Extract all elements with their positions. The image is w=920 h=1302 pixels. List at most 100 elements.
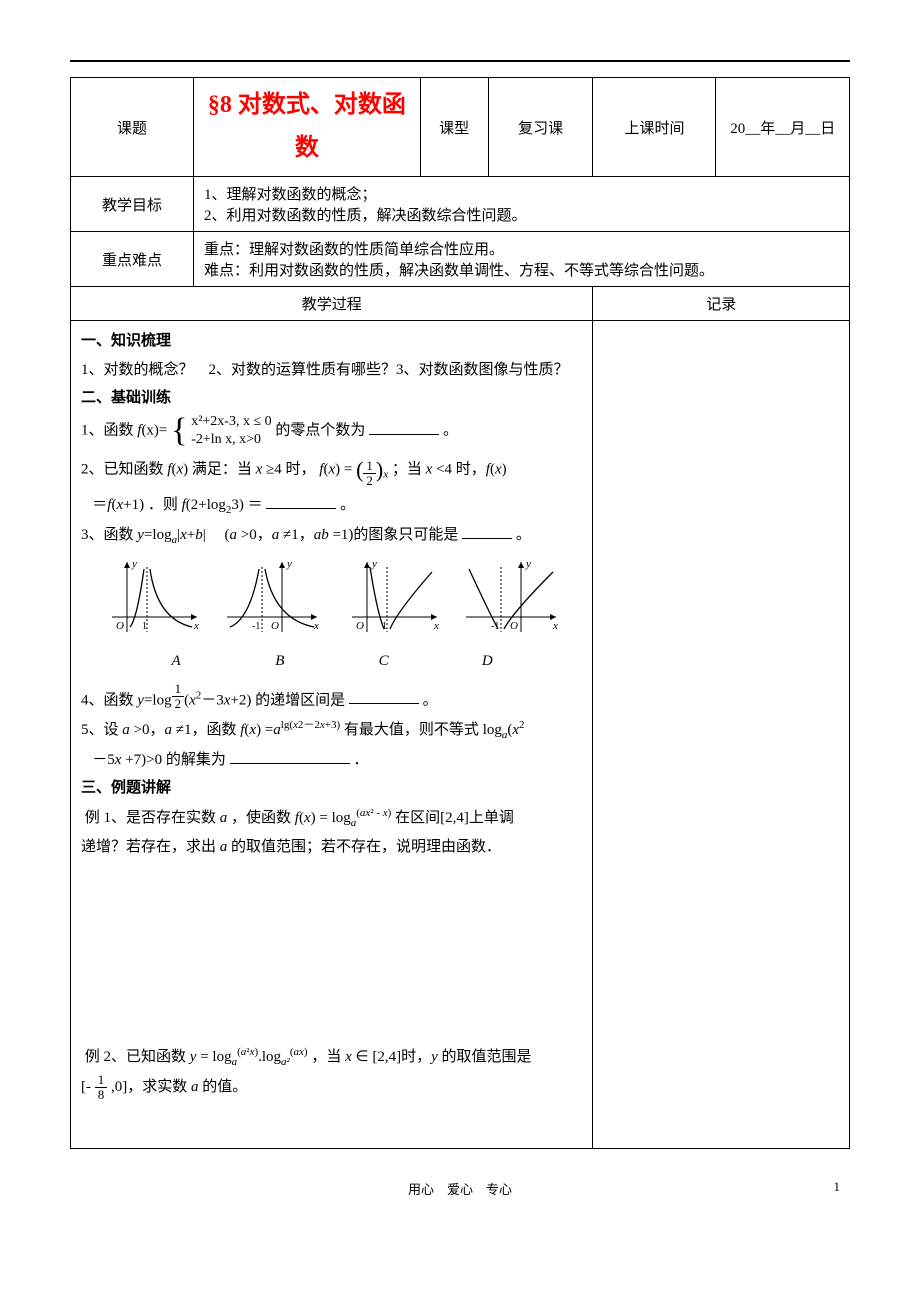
svg-text:x: x: [552, 620, 558, 632]
question-5: 5、设 a >0，a ≠1，函数 f(x) =alg(x2－2x+3) 有最大值…: [81, 715, 582, 774]
q3-a: 3、函数: [81, 527, 137, 543]
graph-label-a: A: [126, 647, 226, 676]
goal-line-1: 1、理解对数函数的概念；: [204, 187, 377, 203]
example-2: 例 2、已知函数 y = loga(a²x).loga²(ax) ，当 x ∈ …: [81, 1042, 582, 1102]
graph-d: O x y -1: [461, 557, 561, 637]
question-3: 3、函数 y=loga|x+b| (a >0，a ≠1，ab =1)的图象只可能…: [81, 521, 582, 551]
section-1-title: 一、知识梳理: [81, 327, 582, 356]
ex2-d: 的取值范围是: [442, 1049, 532, 1065]
record-label: 记录: [593, 287, 850, 321]
process-content: 一、知识梳理 1、对数的概念？ 2、对数的运算性质有哪些？3、对数函数图像与性质…: [71, 321, 593, 1149]
svg-text:x: x: [193, 620, 199, 632]
q2-line2b: ．则: [148, 497, 182, 513]
section-3-title: 三、例题讲解: [81, 774, 582, 803]
q5-blank: [230, 748, 350, 764]
q5-e: －5: [92, 752, 115, 768]
q3-blank: [462, 523, 512, 539]
svg-text:x: x: [313, 620, 319, 632]
svg-text:O: O: [116, 620, 124, 632]
graph-label-c: C: [334, 647, 434, 676]
q4-a: 4、函数: [81, 692, 137, 708]
question-4: 4、函数 y=log12(x2－3x+2) 的递增区间是 。: [81, 682, 582, 715]
date-value: 20__年__月__日: [716, 78, 850, 177]
title-line-2: 数: [295, 135, 319, 161]
ex1-b: ，使函数: [231, 810, 295, 826]
example-1: 例 1、是否存在实数 a ，使函数 f(x) = loga(ax² - x) 在…: [81, 803, 582, 862]
q2-line2: ＝: [92, 497, 107, 513]
q5-f: +7)>0 的解集为: [125, 752, 226, 768]
ex2-a: 例 2、已知函数: [85, 1049, 190, 1065]
svg-text:-1: -1: [252, 621, 260, 632]
q2-a: 2、已知函数: [81, 462, 167, 478]
page-number: 1: [834, 1179, 841, 1195]
type-value: 复习课: [488, 78, 593, 177]
svg-text:x: x: [433, 620, 439, 632]
svg-text:O: O: [271, 620, 279, 632]
goal-label: 教学目标: [71, 177, 194, 232]
page-footer: 用心 爱心 专心 1: [70, 1179, 850, 1198]
q2-c: ≥4 时，: [266, 462, 315, 478]
focus-line-2: 难点：利用对数函数的性质，解决函数单调性、方程、不等式等综合性问题。: [204, 263, 714, 279]
q4-b: 的递增区间是: [255, 692, 345, 708]
graph-label-b: B: [230, 647, 330, 676]
ex1-a: 例 1、是否存在实数: [85, 810, 220, 826]
lesson-title: §8 对数式、对数函 数: [194, 78, 421, 177]
time-label: 上课时间: [593, 78, 716, 177]
question-1: 1、函数 f(x)= { x²+2x-3, x ≤ 0 -2+ln x, x>0…: [81, 413, 582, 449]
graph-label-d: D: [437, 647, 537, 676]
q5-b: >0，: [134, 722, 165, 738]
svg-text:O: O: [356, 620, 364, 632]
footer-text: 用心 爱心 专心: [408, 1182, 512, 1197]
ex2-c: ∈ [2,4]时，: [356, 1049, 432, 1065]
ex2-f: ,0]，求实数: [111, 1079, 191, 1095]
q3-f: 。: [516, 527, 531, 543]
q5-c: ≠1，函数: [176, 722, 240, 738]
q5-a: 5、设: [81, 722, 122, 738]
focus-label: 重点难点: [71, 232, 194, 287]
ex2-b: ，当: [311, 1049, 345, 1065]
svg-text:y: y: [131, 558, 137, 570]
goal-content: 1、理解对数函数的概念； 2、利用对数函数的性质，解决函数综合性问题。: [194, 177, 850, 232]
q1-blank: [369, 419, 439, 435]
q3-b: (: [210, 527, 230, 543]
q1-suffix: 。: [443, 423, 458, 439]
ex1-e: 的取值范围；若不存在，说明理由函数．: [231, 839, 501, 855]
svg-text:1: 1: [142, 621, 147, 632]
section-1-body: 1、对数的概念？ 2、对数的运算性质有哪些？3、对数函数图像与性质？: [81, 356, 582, 385]
graph-c: O x y 1: [342, 557, 442, 637]
svg-text:y: y: [371, 558, 377, 570]
focus-line-1: 重点：理解对数函数的性质简单综合性应用。: [204, 242, 504, 258]
q3-c: >0，: [241, 527, 272, 543]
q2-e: <4 时，: [436, 462, 486, 478]
svg-text:y: y: [286, 558, 292, 570]
question-2: 2、已知函数 f(x) 满足：当 x ≥4 时， f(x) = (12) x ；…: [81, 449, 582, 521]
ex1-d: 递增？若存在，求出: [81, 839, 220, 855]
q2-line2d: 。: [340, 497, 355, 513]
svg-text:y: y: [525, 558, 531, 570]
q2-blank: [266, 493, 336, 509]
q1-piece-bot: -2+ln x, x>0: [191, 431, 271, 449]
q2-line2c: ＝: [248, 497, 263, 513]
q4-c: 。: [423, 692, 438, 708]
q4-blank: [349, 688, 419, 704]
ex1-c: 在区间[2,4]上单调: [395, 810, 514, 826]
record-content: [593, 321, 850, 1149]
graph-a: O x y 1: [102, 557, 202, 637]
process-label: 教学过程: [71, 287, 593, 321]
title-line-1: §8 对数式、对数函: [208, 92, 406, 118]
svg-text:O: O: [510, 620, 518, 632]
q2-b: 满足：当: [192, 462, 256, 478]
goal-line-2: 2、利用对数函数的性质，解决函数综合性问题。: [204, 208, 527, 224]
graph-b: O x y -1: [222, 557, 322, 637]
type-label: 课型: [420, 78, 488, 177]
q3-e: =1)的图象只可能是: [332, 527, 458, 543]
q5-g: ．: [353, 752, 368, 768]
q5-d: 有最大值，则不等式: [344, 722, 483, 738]
graph-options: O x y 1 O x: [81, 557, 582, 676]
q1-piece-top: x²+2x-3, x ≤ 0: [191, 413, 271, 431]
topic-label: 课题: [71, 78, 194, 177]
q3-d: ≠1，: [283, 527, 314, 543]
section-2-title: 二、基础训练: [81, 384, 582, 413]
q1-prefix: 1、函数: [81, 423, 137, 439]
focus-content: 重点：理解对数函数的性质简单综合性应用。 难点：利用对数函数的性质，解决函数单调…: [194, 232, 850, 287]
